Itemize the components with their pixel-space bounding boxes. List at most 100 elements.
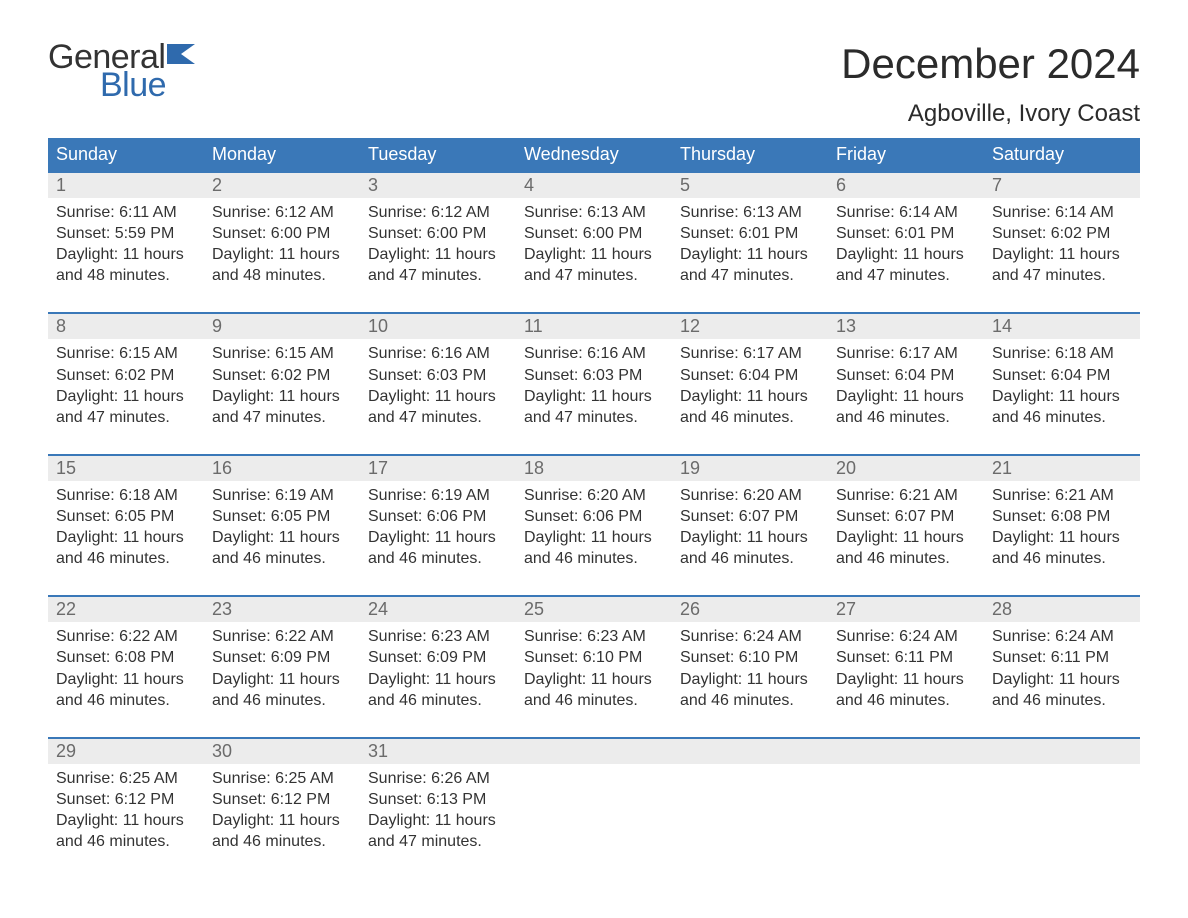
sunrise-line: Sunrise: 6:15 AM bbox=[56, 343, 196, 364]
sunset-line: Sunset: 6:05 PM bbox=[56, 506, 196, 527]
daylight-line: Daylight: 11 hours and 46 minutes. bbox=[56, 810, 196, 852]
weekday-label: Thursday bbox=[672, 138, 828, 171]
day-number: 25 bbox=[516, 597, 672, 622]
day-detail: Sunrise: 6:11 AMSunset: 5:59 PMDaylight:… bbox=[48, 198, 204, 286]
sunrise-line: Sunrise: 6:18 AM bbox=[992, 343, 1132, 364]
week-row: 293031 Sunrise: 6:25 AMSunset: 6:12 PMDa… bbox=[48, 737, 1140, 852]
day-detail: Sunrise: 6:12 AMSunset: 6:00 PMDaylight:… bbox=[204, 198, 360, 286]
daylight-line: Daylight: 11 hours and 48 minutes. bbox=[56, 244, 196, 286]
day-detail: Sunrise: 6:19 AMSunset: 6:05 PMDaylight:… bbox=[204, 481, 360, 569]
daylight-line: Daylight: 11 hours and 46 minutes. bbox=[992, 527, 1132, 569]
daylight-line: Daylight: 11 hours and 46 minutes. bbox=[524, 527, 664, 569]
daylight-line: Daylight: 11 hours and 47 minutes. bbox=[680, 244, 820, 286]
day-detail: Sunrise: 6:12 AMSunset: 6:00 PMDaylight:… bbox=[360, 198, 516, 286]
day-detail: Sunrise: 6:26 AMSunset: 6:13 PMDaylight:… bbox=[360, 764, 516, 852]
week-row: 22232425262728Sunrise: 6:22 AMSunset: 6:… bbox=[48, 595, 1140, 710]
day-detail: Sunrise: 6:17 AMSunset: 6:04 PMDaylight:… bbox=[828, 339, 984, 427]
sunset-line: Sunset: 6:02 PM bbox=[56, 365, 196, 386]
sunset-line: Sunset: 5:59 PM bbox=[56, 223, 196, 244]
daylight-line: Daylight: 11 hours and 46 minutes. bbox=[680, 527, 820, 569]
sunset-line: Sunset: 6:00 PM bbox=[524, 223, 664, 244]
month-title: December 2024 bbox=[841, 40, 1140, 88]
day-detail: Sunrise: 6:24 AMSunset: 6:11 PMDaylight:… bbox=[828, 622, 984, 710]
day-number bbox=[672, 739, 828, 764]
daylight-line: Daylight: 11 hours and 46 minutes. bbox=[368, 669, 508, 711]
day-number: 9 bbox=[204, 314, 360, 339]
sunset-line: Sunset: 6:07 PM bbox=[680, 506, 820, 527]
day-number: 27 bbox=[828, 597, 984, 622]
day-number: 7 bbox=[984, 173, 1140, 198]
daylight-line: Daylight: 11 hours and 46 minutes. bbox=[524, 669, 664, 711]
day-number: 18 bbox=[516, 456, 672, 481]
day-number-row: 1234567 bbox=[48, 173, 1140, 198]
sunset-line: Sunset: 6:13 PM bbox=[368, 789, 508, 810]
day-detail: Sunrise: 6:16 AMSunset: 6:03 PMDaylight:… bbox=[360, 339, 516, 427]
day-number: 3 bbox=[360, 173, 516, 198]
daylight-line: Daylight: 11 hours and 47 minutes. bbox=[56, 386, 196, 428]
sunrise-line: Sunrise: 6:18 AM bbox=[56, 485, 196, 506]
weekday-label: Saturday bbox=[984, 138, 1140, 171]
day-number: 17 bbox=[360, 456, 516, 481]
sunrise-line: Sunrise: 6:19 AM bbox=[212, 485, 352, 506]
weekday-header-row: Sunday Monday Tuesday Wednesday Thursday… bbox=[48, 138, 1140, 171]
daylight-line: Daylight: 11 hours and 46 minutes. bbox=[368, 527, 508, 569]
sunset-line: Sunset: 6:04 PM bbox=[992, 365, 1132, 386]
daylight-line: Daylight: 11 hours and 47 minutes. bbox=[524, 386, 664, 428]
sunset-line: Sunset: 6:00 PM bbox=[212, 223, 352, 244]
sunrise-line: Sunrise: 6:12 AM bbox=[368, 202, 508, 223]
daylight-line: Daylight: 11 hours and 48 minutes. bbox=[212, 244, 352, 286]
day-number: 5 bbox=[672, 173, 828, 198]
sunrise-line: Sunrise: 6:14 AM bbox=[992, 202, 1132, 223]
day-detail: Sunrise: 6:13 AMSunset: 6:00 PMDaylight:… bbox=[516, 198, 672, 286]
day-number bbox=[828, 739, 984, 764]
sunrise-line: Sunrise: 6:16 AM bbox=[368, 343, 508, 364]
day-detail-row: Sunrise: 6:25 AMSunset: 6:12 PMDaylight:… bbox=[48, 764, 1140, 852]
day-detail: Sunrise: 6:16 AMSunset: 6:03 PMDaylight:… bbox=[516, 339, 672, 427]
daylight-line: Daylight: 11 hours and 46 minutes. bbox=[680, 669, 820, 711]
logo-text-blue: Blue bbox=[100, 68, 197, 102]
sunset-line: Sunset: 6:04 PM bbox=[836, 365, 976, 386]
weekday-label: Tuesday bbox=[360, 138, 516, 171]
day-detail: Sunrise: 6:20 AMSunset: 6:06 PMDaylight:… bbox=[516, 481, 672, 569]
sunset-line: Sunset: 6:06 PM bbox=[524, 506, 664, 527]
sunset-line: Sunset: 6:03 PM bbox=[368, 365, 508, 386]
daylight-line: Daylight: 11 hours and 46 minutes. bbox=[680, 386, 820, 428]
sunrise-line: Sunrise: 6:16 AM bbox=[524, 343, 664, 364]
day-detail-row: Sunrise: 6:18 AMSunset: 6:05 PM Daylight:… bbox=[48, 481, 1140, 569]
day-detail: Sunrise: 6:22 AMSunset: 6:08 PMDaylight:… bbox=[48, 622, 204, 710]
weekday-label: Friday bbox=[828, 138, 984, 171]
daylight-line: Daylight: 11 hours and 46 minutes. bbox=[212, 527, 352, 569]
sunrise-line: Sunrise: 6:23 AM bbox=[524, 626, 664, 647]
day-detail: Sunrise: 6:19 AMSunset: 6:06 PMDaylight:… bbox=[360, 481, 516, 569]
week-row: 891011121314Sunrise: 6:15 AMSunset: 6:02… bbox=[48, 312, 1140, 427]
day-number: 14 bbox=[984, 314, 1140, 339]
day-number: 19 bbox=[672, 456, 828, 481]
day-detail-row: Sunrise: 6:15 AMSunset: 6:02 PMDaylight:… bbox=[48, 339, 1140, 427]
day-number bbox=[516, 739, 672, 764]
sunrise-line: Sunrise: 6:17 AM bbox=[836, 343, 976, 364]
daylight-line: Daylight: 11 hours and 46 minutes. bbox=[212, 669, 352, 711]
day-number: 20 bbox=[828, 456, 984, 481]
day-detail: Sunrise: 6:15 AMSunset: 6:02 PMDaylight:… bbox=[204, 339, 360, 427]
day-detail-row: Sunrise: 6:11 AMSunset: 5:59 PMDaylight:… bbox=[48, 198, 1140, 286]
sunset-line: Sunset: 6:01 PM bbox=[680, 223, 820, 244]
sunrise-line: Sunrise: 6:14 AM bbox=[836, 202, 976, 223]
weekday-label: Sunday bbox=[48, 138, 204, 171]
day-number: 2 bbox=[204, 173, 360, 198]
day-detail: Sunrise: 6:20 AMSunset: 6:07 PMDaylight:… bbox=[672, 481, 828, 569]
sunrise-line: Sunrise: 6:13 AM bbox=[524, 202, 664, 223]
sunrise-line: Sunrise: 6:15 AM bbox=[212, 343, 352, 364]
sunrise-line: Sunrise: 6:20 AM bbox=[524, 485, 664, 506]
sunset-line: Sunset: 6:08 PM bbox=[56, 647, 196, 668]
day-detail: Sunrise: 6:25 AMSunset: 6:12 PMDaylight:… bbox=[204, 764, 360, 852]
sunset-line: Sunset: 6:09 PM bbox=[368, 647, 508, 668]
day-detail: Sunrise: 6:18 AMSunset: 6:04 PMDaylight:… bbox=[984, 339, 1140, 427]
day-detail-row: Sunrise: 6:22 AMSunset: 6:08 PMDaylight:… bbox=[48, 622, 1140, 710]
day-detail: Sunrise: 6:23 AMSunset: 6:09 PMDaylight:… bbox=[360, 622, 516, 710]
location: Agboville, Ivory Coast bbox=[841, 100, 1140, 128]
day-number: 12 bbox=[672, 314, 828, 339]
header-area: General Blue December 2024 Agboville, Iv… bbox=[48, 40, 1140, 128]
week-row: 15161718192021Sunrise: 6:18 AMSunset: 6:… bbox=[48, 454, 1140, 569]
sunset-line: Sunset: 6:11 PM bbox=[992, 647, 1132, 668]
day-detail: Sunrise: 6:17 AMSunset: 6:04 PMDaylight:… bbox=[672, 339, 828, 427]
